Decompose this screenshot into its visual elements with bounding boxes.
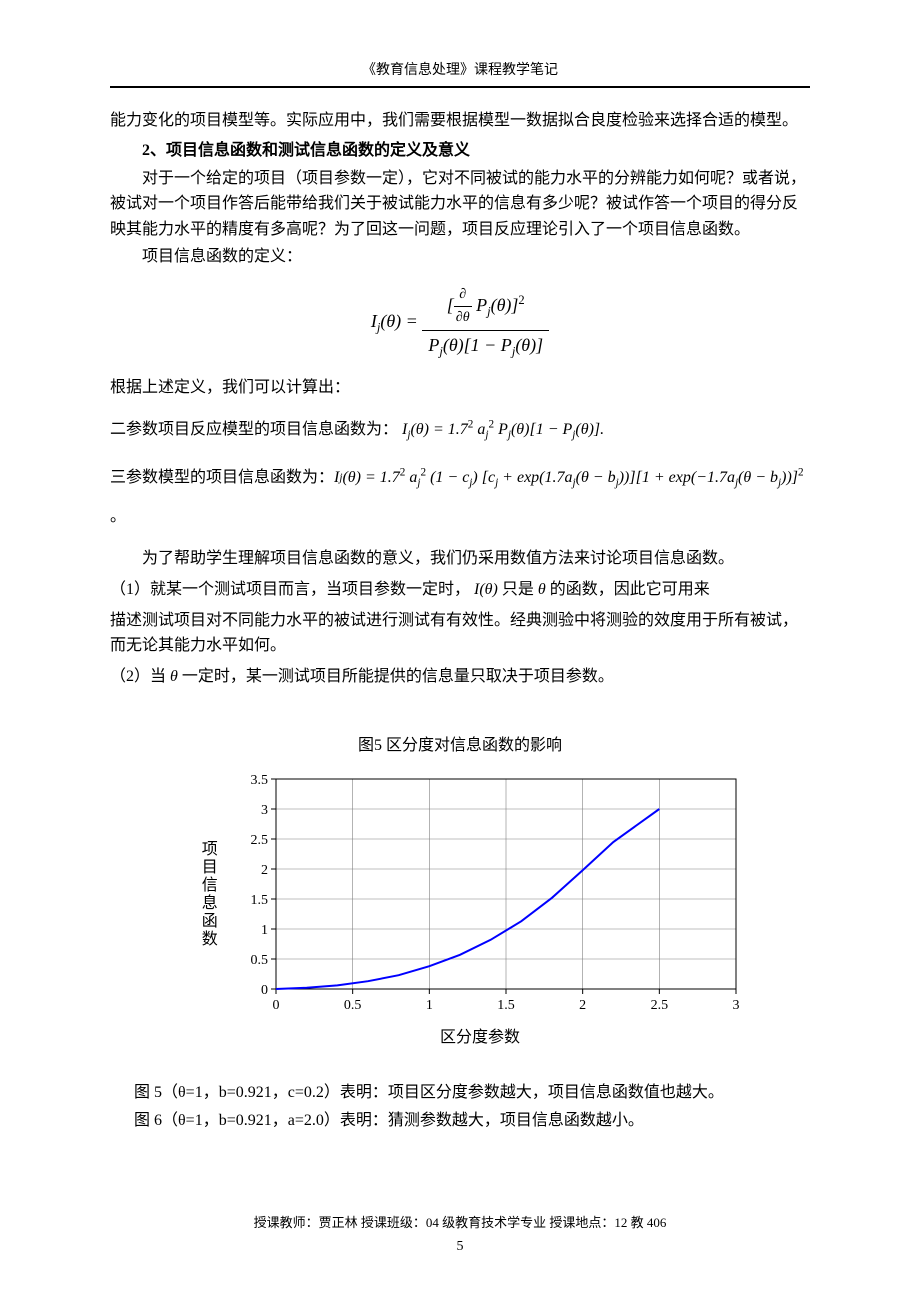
chart-ylabel: 项目信息函数: [194, 840, 220, 948]
page-number: 5: [110, 1236, 810, 1258]
header-title: 《教育信息处理》课程教学笔记: [362, 63, 558, 78]
svg-text:3: 3: [732, 998, 739, 1013]
two-param-math: Ij(θ) = 1.72 aj2 Pj(θ)[1 − Pj(θ)].: [402, 421, 604, 438]
page-header: 《教育信息处理》课程教学笔记: [110, 60, 810, 82]
chart-svg: 0 0.5 1 1.5 2 2.5 3 0 0.5 1 1.5 2 2.5 3 3.5: [226, 769, 746, 1019]
svg-text:3.5: 3.5: [250, 773, 268, 788]
svg-text:0: 0: [261, 983, 268, 998]
para-discuss: 为了帮助学生理解项目信息函数的意义，我们仍采用数值方法来讨论项目信息函数。: [110, 546, 810, 572]
caption-fig5: 图 5（θ=1，b=0.921，c=0.2）表明：项目区分度参数越大，项目信息函…: [110, 1080, 810, 1106]
three-param-tail: 。: [110, 498, 126, 536]
svg-text:0: 0: [272, 998, 279, 1013]
point-2: （2）当 θ 一定时，某一测试项目所能提供的信息量只取决于项目参数。: [110, 661, 810, 693]
figure-captions: 图 5（θ=1，b=0.921，c=0.2）表明：项目区分度参数越大，项目信息函…: [110, 1080, 810, 1133]
point-1-cont: 描述测试项目对不同能力水平的被试进行测试有有效性。经典测验中将测验的效度用于所有…: [110, 608, 810, 659]
figure-5: 图5 区分度对信息函数的影响 项目信息函数 0 0.5 1 1.5 2 2.5 3 0 0.5 1…: [110, 733, 810, 1050]
header-rule: [110, 86, 810, 88]
svg-text:1.5: 1.5: [497, 998, 515, 1013]
three-param-text: 三参数模型的项目信息函数为：: [110, 459, 334, 497]
svg-text:2.5: 2.5: [650, 998, 668, 1013]
two-param-text: 二参数项目反应模型的项目信息函数为：: [110, 421, 398, 438]
math-theta-2: θ: [170, 668, 178, 685]
svg-text:0.5: 0.5: [344, 998, 362, 1013]
svg-text:1: 1: [426, 998, 433, 1013]
para-def-lead: 项目信息函数的定义：: [110, 244, 810, 270]
svg-text:1.5: 1.5: [250, 893, 268, 908]
para-derive-lead: 根据上述定义，我们可以计算出：: [110, 375, 810, 401]
svg-text:3: 3: [261, 803, 268, 818]
point-1: （1）就某一个测试项目而言，当项目参数一定时， I(θ) 只是 θ 的函数，因此…: [110, 574, 810, 606]
svg-text:0.5: 0.5: [250, 953, 268, 968]
math-I-theta: I(θ): [474, 581, 498, 598]
three-param-math: Ij(θ) = 1.72 aj2 (1 − cj) [cj + exp(1.7a…: [334, 459, 808, 497]
footer-line: 授课教师：贾正林 授课班级：04 级教育技术学专业 授课地点：12 教 406: [254, 1215, 667, 1230]
chart-xlabel: 区分度参数: [150, 1025, 810, 1051]
svg-text:1: 1: [261, 923, 268, 938]
chart-title: 图5 区分度对信息函数的影响: [110, 733, 810, 759]
math-theta-1: θ: [538, 581, 546, 598]
para-intro: 对于一个给定的项目（项目参数一定），它对不同被试的能力水平的分辨能力如何呢？或者…: [110, 166, 810, 243]
para-continuation: 能力变化的项目模型等。实际应用中，我们需要根据模型一数据拟合良度检验来选择合适的…: [110, 108, 810, 134]
three-param-line: 三参数模型的项目信息函数为： Ij(θ) = 1.72 aj2 (1 − cj)…: [110, 459, 810, 536]
svg-text:2.5: 2.5: [250, 833, 268, 848]
page-footer: 授课教师：贾正林 授课班级：04 级教育技术学专业 授课地点：12 教 406: [110, 1213, 810, 1234]
formula-info-function: Ij(θ) = [∂∂θ Pj(θ)]2 Pj(θ)[1 − Pj(θ)]: [110, 284, 810, 362]
svg-text:2: 2: [579, 998, 586, 1013]
svg-text:2: 2: [261, 863, 268, 878]
two-param-line: 二参数项目反应模型的项目信息函数为： Ij(θ) = 1.72 aj2 Pj(θ…: [110, 411, 810, 449]
section-2-heading: 2、项目信息函数和测试信息函数的定义及意义: [110, 138, 810, 164]
caption-fig6: 图 6（θ=1，b=0.921，a=2.0）表明：猜测参数越大，项目信息函数越小…: [110, 1108, 810, 1134]
